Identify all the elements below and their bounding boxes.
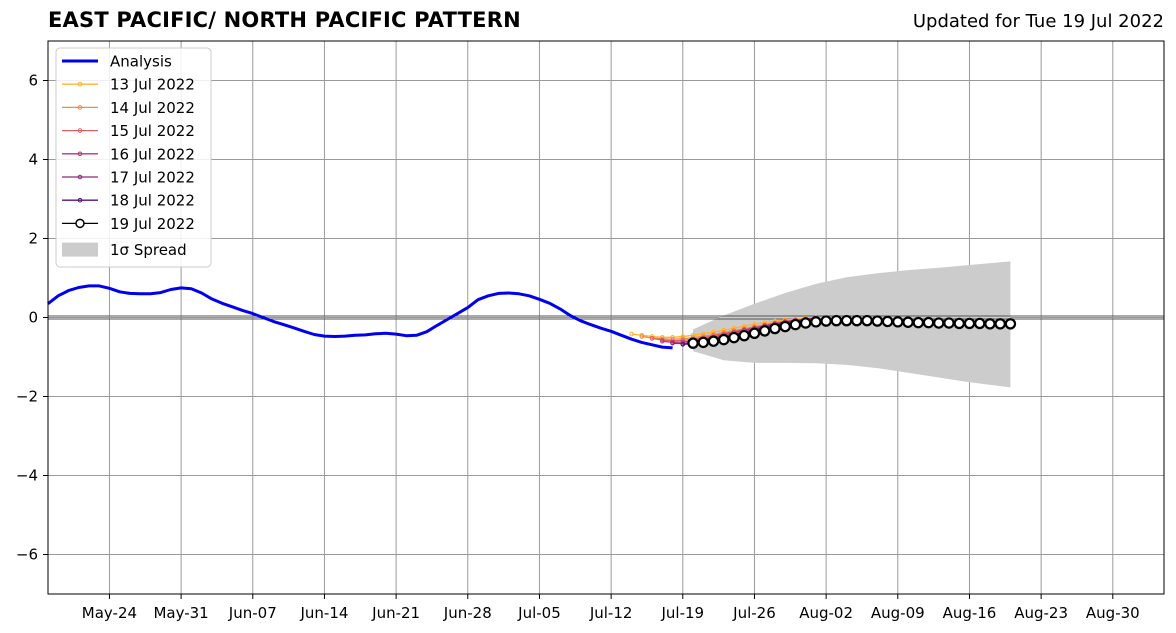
data-point [748, 327, 761, 339]
data-point [984, 318, 996, 330]
data-point [840, 314, 853, 327]
data-point [994, 318, 1006, 330]
legend-label: 1σ Spread [110, 241, 187, 259]
data-point [974, 317, 986, 330]
legend-label: 13 Jul 2022 [110, 76, 195, 94]
data-point [649, 336, 655, 341]
legend-marker [77, 81, 83, 87]
legend-label: 15 Jul 2022 [110, 122, 195, 140]
data-point [799, 317, 812, 329]
x-tick-label: Jun-21 [371, 604, 420, 622]
legend-marker [75, 218, 85, 229]
updated-date: Updated for Tue 19 Jul 2022 [912, 11, 1164, 32]
x-tick-label: Jun-07 [228, 604, 277, 622]
data-point [881, 315, 894, 328]
data-point [687, 337, 699, 349]
x-tick-label: Aug-09 [871, 604, 925, 622]
legend-label: 16 Jul 2022 [110, 145, 195, 163]
x-tick-label: Aug-16 [943, 604, 997, 622]
data-point [680, 342, 686, 347]
data-point [922, 316, 935, 329]
legend-label: 18 Jul 2022 [110, 192, 195, 210]
data-point [953, 317, 965, 330]
data-point [670, 340, 675, 346]
data-point [728, 331, 740, 344]
legend-marker [77, 151, 83, 157]
legend-marker [77, 105, 83, 110]
data-point [738, 329, 750, 342]
data-point [912, 316, 924, 329]
legend-label: Analysis [110, 53, 172, 71]
data-point [943, 317, 955, 329]
legend-label: 14 Jul 2022 [110, 99, 195, 117]
data-point [718, 333, 730, 346]
legend: Analysis 13 Jul 2022 14 Jul 2022 15 Jul 202… [55, 47, 212, 268]
data-point [851, 314, 863, 327]
legend-label: 17 Jul 2022 [110, 169, 195, 187]
data-point [660, 338, 665, 344]
spread-band [693, 261, 1011, 388]
x-tick-label: Aug-02 [799, 604, 853, 622]
x-tick-label: May-31 [153, 604, 208, 622]
data-point [933, 317, 945, 329]
data-point [830, 314, 843, 327]
series-line-0 [47, 284, 673, 350]
x-tick-label: Jul-19 [660, 604, 704, 622]
legend-marker [77, 128, 83, 133]
chart-title: EAST PACIFIC/ NORTH PACIFIC PATTERN [48, 8, 521, 32]
data-point [758, 325, 771, 337]
data-point [902, 316, 914, 328]
data-point [789, 318, 802, 331]
data-point [963, 317, 976, 330]
legend-label: 19 Jul 2022 [110, 215, 195, 233]
x-tick-label: Jun-14 [299, 604, 348, 622]
data-point [769, 322, 781, 335]
y-tick-label: 2 [28, 230, 38, 248]
x-tick-label: Jun-28 [443, 604, 492, 622]
data-point [820, 315, 832, 327]
x-tick-label: Aug-30 [1086, 604, 1140, 622]
y-tick-label: −2 [16, 388, 38, 406]
data-point [892, 316, 904, 328]
legend-spread-swatch [62, 242, 98, 257]
data-point [629, 331, 634, 337]
x-tick-label: Jul-05 [517, 604, 561, 622]
legend-marker [77, 197, 83, 203]
x-tick-label: Jul-26 [732, 604, 776, 622]
y-tick-label: −4 [16, 467, 38, 485]
data-point [639, 334, 645, 339]
x-tick-label: Jul-12 [589, 604, 633, 622]
y-tick-label: −6 [16, 546, 38, 564]
data-point [871, 315, 884, 327]
data-point [697, 336, 709, 349]
data-point [1004, 318, 1017, 330]
y-tick-label: 6 [28, 72, 38, 90]
legend-box [55, 47, 212, 268]
data-point [810, 316, 822, 328]
y-tick-label: 0 [28, 309, 38, 327]
y-tick-label: 4 [28, 151, 38, 169]
legend-marker [77, 174, 83, 180]
data-point [707, 335, 720, 347]
data-point [861, 314, 873, 327]
x-tick-label: Aug-23 [1014, 604, 1068, 622]
x-tick-label: May-24 [82, 604, 137, 622]
data-point [779, 320, 791, 333]
